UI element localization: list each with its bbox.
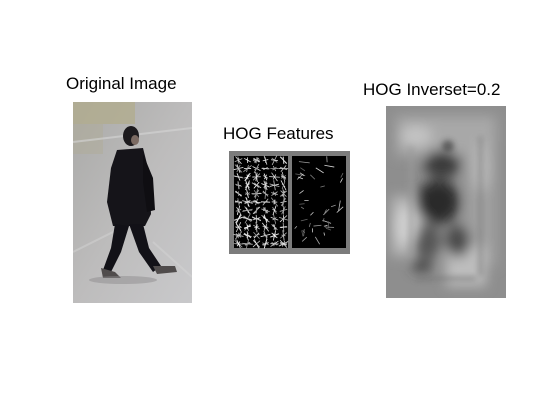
hog-glyph-stroke <box>254 199 259 205</box>
hog-glyph-stroke <box>279 216 288 221</box>
hog-glyph-stroke <box>310 174 316 180</box>
hog-glyph-stroke <box>322 219 332 224</box>
hog-glyph-stroke <box>261 208 270 213</box>
hog-glyph-stroke <box>280 156 287 164</box>
hog-glyph-stroke <box>324 209 327 214</box>
hog-glyph-stroke <box>235 213 242 224</box>
hog-glyph-stroke <box>298 161 310 164</box>
hog-glyph-stroke <box>252 217 261 221</box>
hog-glyph-stroke <box>280 232 287 239</box>
hog-glyph-stroke <box>244 225 251 229</box>
hog-glyph-stroke <box>324 164 335 168</box>
hog-glyph-stroke <box>244 172 251 181</box>
hog-glyph-stroke <box>251 182 262 189</box>
hog-glyph-stroke <box>253 157 260 163</box>
hog-glyph-stroke <box>272 213 277 224</box>
hog-glyph-stroke <box>336 206 344 213</box>
hog-glyph-stroke <box>235 233 242 238</box>
hog-glyph-stroke <box>280 197 287 207</box>
hog-glyph-stroke <box>322 218 325 222</box>
hog-glyph-stroke <box>303 229 305 237</box>
hog-glyph-stroke <box>237 198 240 206</box>
hog-glyph-stroke <box>242 216 253 221</box>
hog-glyph-stroke <box>270 240 279 247</box>
hog-glyph-stroke <box>263 239 268 249</box>
hog-glyph-stroke <box>236 239 241 249</box>
hog-glyph-stroke <box>281 206 286 215</box>
hog-glyph-stroke <box>243 165 252 172</box>
hog-glyph-stroke <box>253 189 260 198</box>
hog-glyph-stroke <box>271 232 278 239</box>
hog-glyph-stroke <box>254 226 259 228</box>
hog-glyph-stroke <box>280 174 287 180</box>
hog-glyph-stroke <box>301 230 304 237</box>
hog-glyph-stroke <box>315 167 324 174</box>
hog-glyph-stroke <box>338 200 341 211</box>
hog-glyph-stroke <box>245 158 250 162</box>
hog-glyph-stroke <box>255 171 258 182</box>
hog-glyph-stroke <box>262 175 269 179</box>
hog-glyph-stroke <box>252 240 261 248</box>
hog-glyph-stroke <box>271 172 278 182</box>
hog-glyph-stroke <box>237 183 240 188</box>
hog-glyph-stroke <box>279 190 288 197</box>
hog-glyph-stroke <box>282 241 285 247</box>
hog-inverse-title: HOG Inverset=0.2 <box>363 80 501 99</box>
hog-glyph-stroke <box>253 233 260 238</box>
hog-glyph-stroke <box>323 232 326 236</box>
hog-glyph-stroke <box>253 206 260 214</box>
original-image-title: Original Image <box>66 74 177 93</box>
hog-glyph-stroke <box>300 218 308 222</box>
hog-glyph-stroke <box>254 166 259 171</box>
hog-glyph-stroke <box>235 223 242 231</box>
hog-glyph-stroke <box>245 200 250 204</box>
hog-glyph-stroke <box>320 185 325 188</box>
hog-features-title: HOG Features <box>223 124 334 143</box>
hog-glyph-stroke <box>245 180 250 191</box>
hog-glyph-stroke <box>300 206 305 210</box>
hog-glyph-stroke <box>294 225 298 229</box>
hog-glyph-stroke <box>323 208 330 216</box>
hog-glyph-stroke <box>246 233 249 238</box>
hog-inverse-image <box>386 106 506 298</box>
hog-glyph-stroke <box>330 204 336 208</box>
hog-glyph-stroke <box>308 222 311 228</box>
hog-glyph-stroke <box>300 167 306 172</box>
hog-glyph-stroke <box>301 236 308 242</box>
hog-glyph-stroke <box>314 236 321 245</box>
hog-glyph-stroke <box>271 191 278 196</box>
hog-glyph-stroke <box>280 165 287 173</box>
hog-glyph-stroke <box>269 183 280 188</box>
hog-glyph-stroke <box>244 192 251 195</box>
original-image <box>73 102 192 303</box>
hog-glyph-stroke <box>323 224 328 227</box>
hog-glyph-stroke <box>236 164 241 173</box>
hog-glyph-stroke <box>263 155 268 165</box>
hog-glyph-stroke <box>310 211 314 216</box>
hog-glyph-stroke <box>299 172 305 177</box>
hog-glyph-stroke <box>245 241 250 246</box>
hog-glyph-stroke <box>263 216 268 221</box>
hog-glyph-stroke <box>262 167 269 170</box>
hog-features-image <box>229 151 350 254</box>
hog-glyph-stroke <box>299 190 304 194</box>
hog-glyph-stroke <box>325 227 332 231</box>
hog-glyph-stroke <box>263 225 268 230</box>
hog-glyph-stroke <box>297 176 304 180</box>
hog-glyph-stroke <box>264 181 267 190</box>
hog-glyph-stroke <box>340 172 344 178</box>
hog-glyph-stroke <box>271 155 278 166</box>
hog-glyph-stroke <box>281 181 286 190</box>
hog-glyph-stroke <box>264 188 267 199</box>
hog-glyph-stroke <box>281 226 286 229</box>
hog-glyph-stroke <box>235 209 242 212</box>
hog-glyph-stroke <box>272 205 277 216</box>
hog-glyph-stroke <box>272 225 277 229</box>
hog-glyph-stroke <box>340 178 343 183</box>
hog-glyph-stroke <box>263 233 268 238</box>
hog-glyph-stroke <box>313 224 322 227</box>
hog-glyph-stroke <box>236 173 241 181</box>
hog-glyph-stroke <box>235 156 242 165</box>
